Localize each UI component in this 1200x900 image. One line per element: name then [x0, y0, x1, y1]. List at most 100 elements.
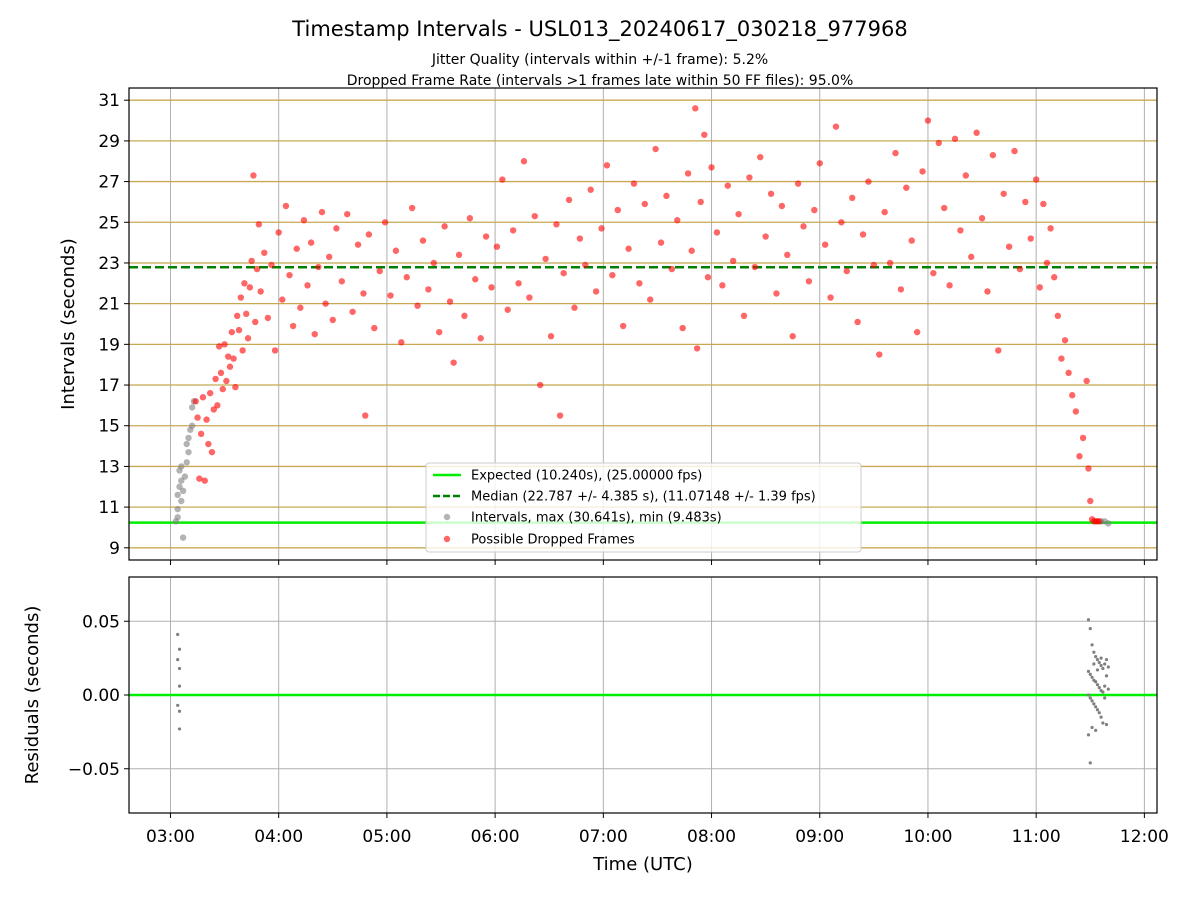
residual-point — [176, 658, 180, 662]
dropped-frame-point — [729, 257, 737, 265]
residual-point — [1086, 693, 1091, 697]
dropped-frame-point — [408, 204, 416, 212]
dropped-frame-point — [255, 221, 263, 228]
dropped-frame-point — [547, 333, 555, 340]
dropped-frame-point — [499, 176, 506, 183]
dropped-frame-point — [560, 269, 567, 277]
dropped-frame-point — [1058, 355, 1065, 362]
residual-point — [1086, 618, 1091, 622]
dropped-frame-point — [477, 335, 484, 342]
residual-point — [1092, 662, 1096, 666]
dropped-frame-point — [526, 294, 533, 301]
dropped-frame-point — [989, 151, 997, 159]
dropped-frame-point — [876, 351, 883, 358]
dropped-frame-point — [827, 294, 834, 301]
dropped-frame-point — [773, 290, 780, 297]
intervals-y-tick-label: 15 — [98, 417, 120, 437]
dropped-frame-point — [704, 274, 712, 281]
dropped-frame-point — [1040, 200, 1047, 208]
dropped-frame-point — [243, 310, 250, 318]
dropped-frame-point — [668, 265, 676, 273]
dropped-frame-point — [1000, 190, 1007, 197]
dropped-frame-point — [1085, 465, 1092, 472]
dropped-frame-point — [565, 196, 573, 204]
dropped-frame-point — [849, 194, 856, 202]
dropped-frame-point — [371, 324, 378, 332]
dropped-frame-point — [250, 172, 257, 179]
interval-point — [185, 448, 192, 456]
residual-point — [1086, 733, 1091, 737]
dropped-frame-point — [241, 280, 248, 287]
dropped-frame-point — [201, 477, 208, 484]
residuals-y-tick-label: −0.05 — [68, 760, 120, 780]
x-tick-label: 10:00 — [903, 827, 952, 847]
dropped-frame-point — [832, 123, 840, 130]
residual-point — [1088, 627, 1092, 631]
residual-point — [177, 727, 182, 731]
intervals-y-tick-label: 27 — [98, 173, 120, 193]
intervals-y-tick-label: 17 — [98, 376, 120, 396]
dropped-frame-point — [376, 267, 383, 275]
residual-point — [177, 647, 182, 651]
dropped-frame-point — [215, 343, 223, 350]
dropped-frame-point — [472, 276, 479, 283]
dropped-frame-point — [767, 190, 775, 197]
dropped-frame-point — [1005, 243, 1013, 250]
dropped-frame-point — [194, 414, 201, 421]
dropped-frame-point — [603, 162, 611, 169]
residual-point — [1104, 658, 1109, 662]
interval-point — [188, 422, 196, 429]
dropped-frame-point — [275, 229, 282, 236]
dropped-frame-point — [816, 160, 823, 167]
dropped-frame-point — [556, 412, 564, 419]
interval-point — [185, 434, 192, 442]
intervals-y-tick-label: 31 — [98, 91, 120, 111]
dropped-frame-point — [466, 215, 474, 222]
dropped-frame-point — [226, 363, 234, 370]
dropped-frame-point — [619, 322, 627, 330]
dropped-frame-point — [1022, 198, 1029, 206]
dropped-frame-point — [436, 328, 443, 336]
dropped-frame-point — [957, 227, 964, 234]
chart-subtitle-dropped: Dropped Frame Rate (intervals >1 frames … — [347, 73, 854, 89]
dropped-frame-point — [746, 174, 753, 181]
dropped-frame-point — [223, 377, 230, 385]
intervals-y-tick-label: 29 — [98, 132, 120, 152]
intervals-y-tick-label: 11 — [98, 498, 120, 518]
dropped-frame-point — [344, 210, 351, 218]
dropped-frame-point — [1079, 434, 1087, 442]
residual-point — [1095, 683, 1100, 687]
dropped-frame-point — [1027, 235, 1034, 242]
interval-point — [174, 514, 181, 521]
dropped-frame-point — [789, 333, 796, 340]
dropped-frame-point — [1083, 377, 1090, 385]
residual-point — [1088, 672, 1092, 676]
residual-point — [1099, 715, 1103, 719]
residual-point — [1090, 675, 1094, 679]
residuals-ticks: −0.05 0.00 0.05 03:00 04:00 05:00 06:00 07:00 08… — [68, 612, 1169, 847]
dropped-frame-point — [1016, 265, 1024, 273]
dropped-frame-point — [1051, 274, 1058, 281]
dropped-frame-point — [1047, 225, 1054, 232]
dropped-frame-point — [1032, 176, 1040, 183]
dropped-frame-point — [1096, 518, 1103, 525]
dropped-frame-point — [701, 131, 708, 138]
dropped-frame-point — [325, 253, 333, 261]
dropped-frame-point — [349, 308, 356, 315]
dropped-frame-point — [625, 245, 632, 252]
dropped-frame-point — [984, 288, 991, 295]
dropped-frame-point — [940, 204, 948, 212]
dropped-frame-point — [1043, 259, 1051, 267]
dropped-frame-point — [609, 271, 616, 279]
x-tick-label: 05:00 — [362, 827, 411, 847]
residual-point — [1094, 705, 1098, 709]
residual-point — [1101, 666, 1105, 671]
dropped-frame-point — [237, 294, 245, 301]
residual-point — [1103, 684, 1107, 688]
interval-point — [174, 491, 181, 499]
dropped-frame-point — [208, 448, 216, 456]
dropped-frame-point — [946, 282, 953, 289]
intervals-y-label: Intervals (seconds) — [58, 238, 79, 410]
dropped-frame-point — [289, 322, 297, 330]
